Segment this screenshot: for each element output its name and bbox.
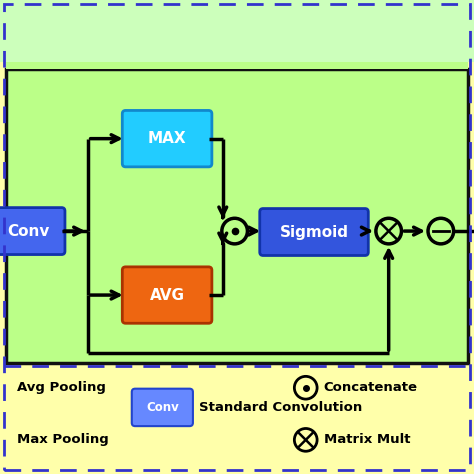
FancyBboxPatch shape (122, 267, 212, 323)
Text: AVG: AVG (150, 288, 184, 302)
FancyBboxPatch shape (0, 208, 65, 255)
Text: Conv: Conv (146, 401, 179, 414)
Text: Matrix Mult: Matrix Mult (324, 433, 410, 447)
Circle shape (428, 218, 454, 244)
Bar (0, 0, 474, 62)
Circle shape (222, 218, 247, 244)
Text: Avg Pooling: Avg Pooling (17, 381, 105, 394)
FancyBboxPatch shape (260, 209, 368, 255)
FancyBboxPatch shape (6, 69, 468, 363)
Text: Sigmoid: Sigmoid (280, 225, 348, 239)
Text: Conv: Conv (7, 224, 50, 238)
Text: Max Pooling: Max Pooling (17, 433, 109, 447)
Text: Concatenate: Concatenate (324, 381, 418, 394)
Text: Standard Convolution: Standard Convolution (199, 401, 362, 414)
Text: MAX: MAX (148, 131, 186, 146)
FancyBboxPatch shape (132, 389, 193, 426)
Bar (6, 62, 468, 69)
FancyBboxPatch shape (122, 110, 212, 167)
Circle shape (376, 218, 401, 244)
